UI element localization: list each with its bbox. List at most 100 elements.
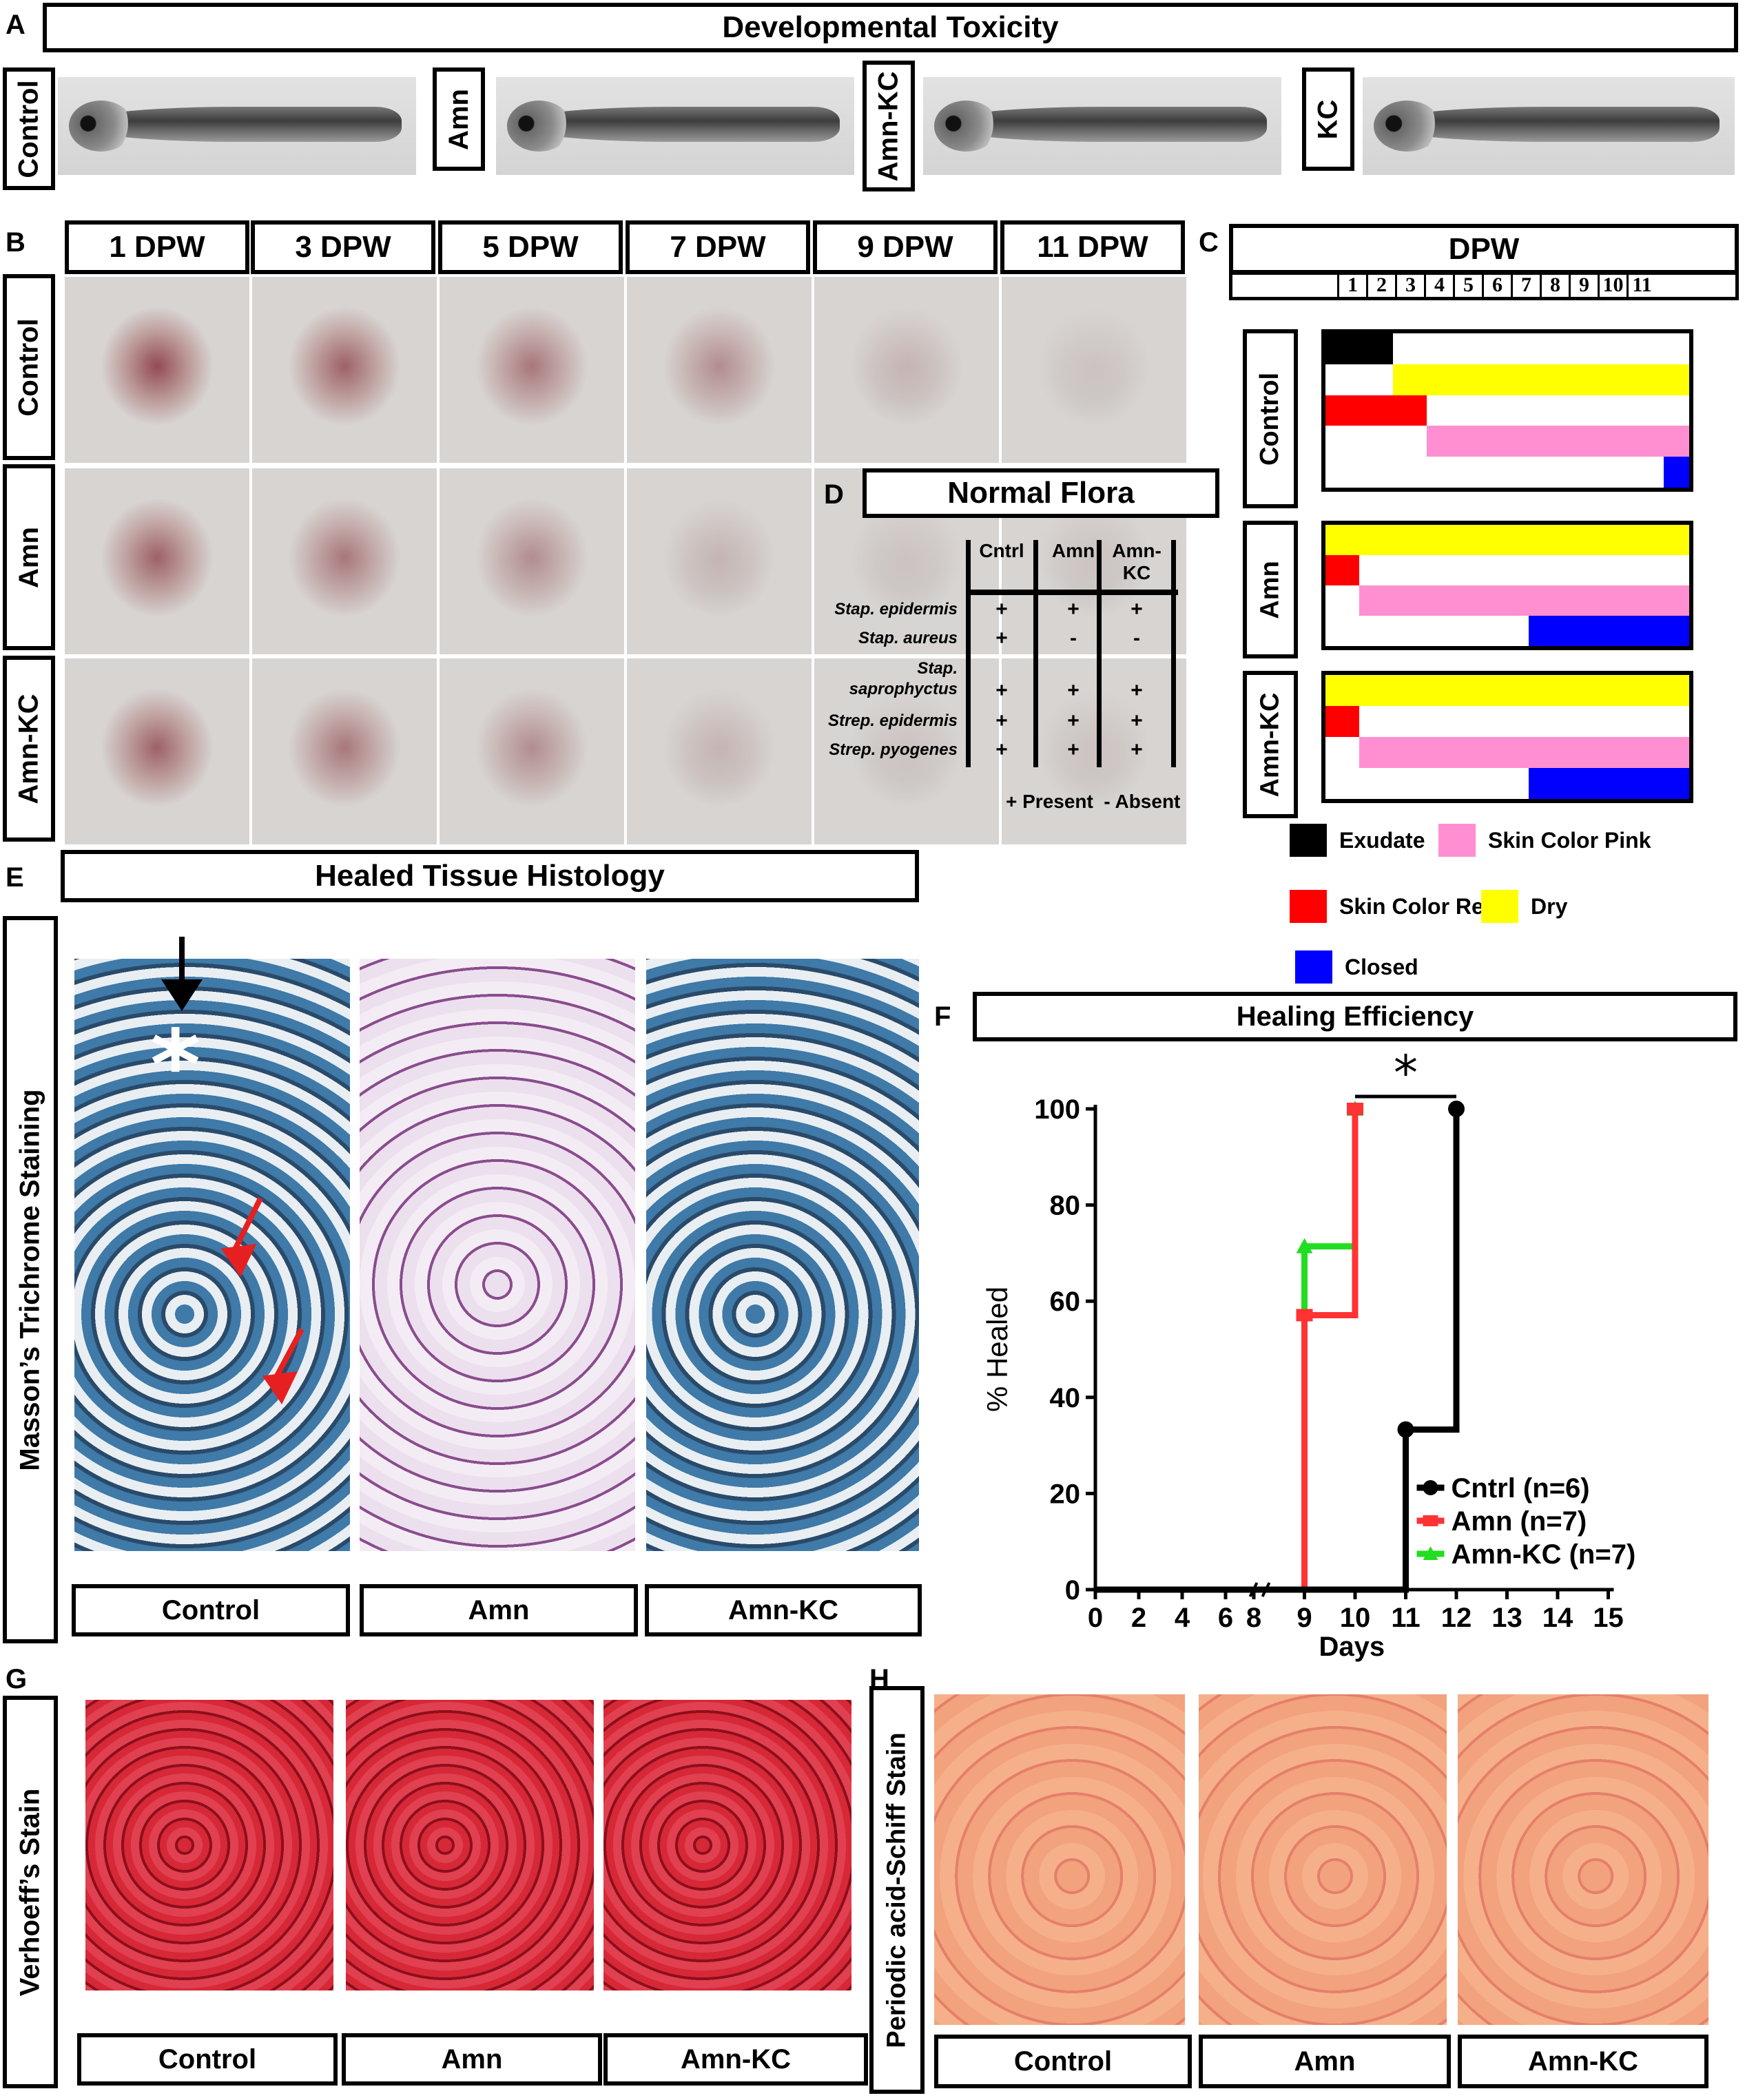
timeline-label-control: Control <box>1243 329 1298 508</box>
wound-photo <box>440 468 624 654</box>
panel-letter-c: C <box>1199 227 1219 258</box>
verhoeff-caption-amn-kc: Amn-KC <box>603 2033 868 2086</box>
timeline-bar-pink <box>1427 426 1689 457</box>
legend-swatch <box>1438 824 1476 857</box>
table-rule <box>1171 540 1176 767</box>
dpw-day-number: 11 <box>1627 273 1655 297</box>
wound-photo <box>252 658 437 844</box>
x-axis-label: Days <box>1319 1632 1385 1662</box>
dpw-header-6: 11 DPW <box>1000 220 1185 274</box>
wound-photo <box>65 277 249 463</box>
timeline-bar-dry <box>1325 525 1689 555</box>
timeline-label-amn: Amn <box>1243 521 1298 658</box>
flora-cell: + <box>1067 738 1080 761</box>
red-arrow-icon <box>220 1197 263 1277</box>
panel-letter-e: E <box>6 862 24 893</box>
y-axis-label: % Healed <box>981 1287 1013 1412</box>
wound-photo <box>627 658 812 844</box>
data-point <box>1296 1309 1313 1322</box>
verhoeff-image-amn <box>346 1700 594 1990</box>
wound-photo <box>1002 658 1186 844</box>
verhoeff-image-control <box>85 1700 333 1990</box>
red-arrow-icon <box>262 1328 304 1404</box>
wound-photo <box>252 277 437 463</box>
masson-caption-amn-kc: Amn-KC <box>645 1584 922 1636</box>
timeline-bar-closed <box>1528 768 1689 799</box>
x-tick-label: 13 <box>1491 1603 1522 1633</box>
flora-cell: - <box>1070 627 1077 649</box>
dpw-day-number: 8 <box>1540 273 1569 297</box>
table-rule <box>966 540 971 767</box>
legend-swatch <box>1481 890 1518 923</box>
legend-marker <box>1423 1480 1438 1495</box>
legend-label: Closed <box>1345 955 1418 979</box>
flora-cell: + <box>1130 709 1143 732</box>
legend-label: Cntrl (n=6) <box>1452 1473 1590 1504</box>
wound-photo <box>627 468 812 654</box>
timeline-bar-closed <box>1528 616 1689 646</box>
x-tick-label: 8 <box>1246 1603 1261 1633</box>
masson-caption-amn: Amn <box>360 1584 638 1636</box>
masson-image-amn-kc <box>646 959 919 1551</box>
zebrafish-label-amn: Amn <box>433 67 485 171</box>
asterisk-icon: * <box>150 1010 200 1122</box>
panel-letter-b: B <box>6 227 25 258</box>
flora-cell: + <box>1130 738 1143 761</box>
dpw-header-5: 9 DPW <box>813 220 998 274</box>
zebrafish-image-amn-kc <box>923 77 1281 175</box>
dpw-header-1: 1 DPW <box>65 220 249 274</box>
flora-cell: + <box>1067 598 1080 621</box>
wound-photo <box>440 658 624 844</box>
flora-cell: - <box>1133 627 1140 649</box>
x-tick-label: 14 <box>1542 1603 1573 1633</box>
histology-annotations: * <box>150 937 304 1404</box>
x-tick-label: 9 <box>1297 1603 1312 1633</box>
timeline-bar-red <box>1325 395 1427 426</box>
wound-photo <box>814 277 999 463</box>
dpw-day-number: 10 <box>1598 273 1627 297</box>
pas-image-amn-kc <box>1458 1694 1708 2025</box>
zebrafish-image-amn <box>496 77 854 175</box>
flora-legend: + Present - Absent <box>1006 791 1181 812</box>
healing-efficiency-title: Healing Efficiency <box>973 992 1737 1041</box>
panel-a-title: Developmental Toxicity <box>43 3 1738 52</box>
dpw-day-number: 2 <box>1366 273 1395 297</box>
panel-letter-g: G <box>6 1664 28 1694</box>
pas-caption-amn-kc: Amn-KC <box>1458 2035 1708 2088</box>
table-rule <box>1097 540 1102 767</box>
legend-marker <box>1423 1515 1438 1526</box>
zebrafish-image-control <box>58 77 416 175</box>
legend-swatch <box>1290 890 1327 923</box>
table-rule <box>966 590 1178 595</box>
y-tick-label: 0 <box>1065 1575 1080 1605</box>
masson-stain-label: Masson’s Trichrome Staining <box>3 916 58 1643</box>
zebrafish-image-kc <box>1363 77 1735 175</box>
dpw-day-number: 1 <box>1337 273 1366 297</box>
panel-letter-a: A <box>6 10 25 40</box>
flora-organism: Stap. saprophyctus <box>849 659 958 698</box>
flora-cell: + <box>1067 679 1080 702</box>
wound-row-label-control: Control <box>3 274 55 460</box>
y-tick-label: 60 <box>1050 1287 1081 1317</box>
timeline-bar-red <box>1325 555 1360 585</box>
pas-image-amn <box>1199 1694 1447 2025</box>
timeline-bar-red <box>1325 706 1360 737</box>
flora-organism: Stap. aureus <box>858 629 958 647</box>
timeline-chart-control <box>1321 329 1693 492</box>
pas-caption-control: Control <box>934 2035 1192 2088</box>
timeline-chart-amn <box>1321 521 1693 650</box>
data-point <box>1347 1103 1363 1115</box>
y-tick-label: 100 <box>1034 1094 1080 1125</box>
series-line-1 <box>1095 1109 1359 1593</box>
flora-cell: + <box>995 709 1008 732</box>
timeline-bar-exudate <box>1325 333 1394 364</box>
legend-label: Exudate <box>1339 828 1425 853</box>
timeline-chart-amn-kc <box>1321 671 1693 803</box>
table-rule <box>1033 540 1038 767</box>
timeline-bar-dry <box>1325 675 1689 706</box>
legend-label: Skin Color Pink <box>1488 828 1651 853</box>
verhoeff-image-amn-kc <box>603 1700 851 1990</box>
data-point <box>1296 1238 1313 1254</box>
flora-cell: + <box>995 738 1008 761</box>
